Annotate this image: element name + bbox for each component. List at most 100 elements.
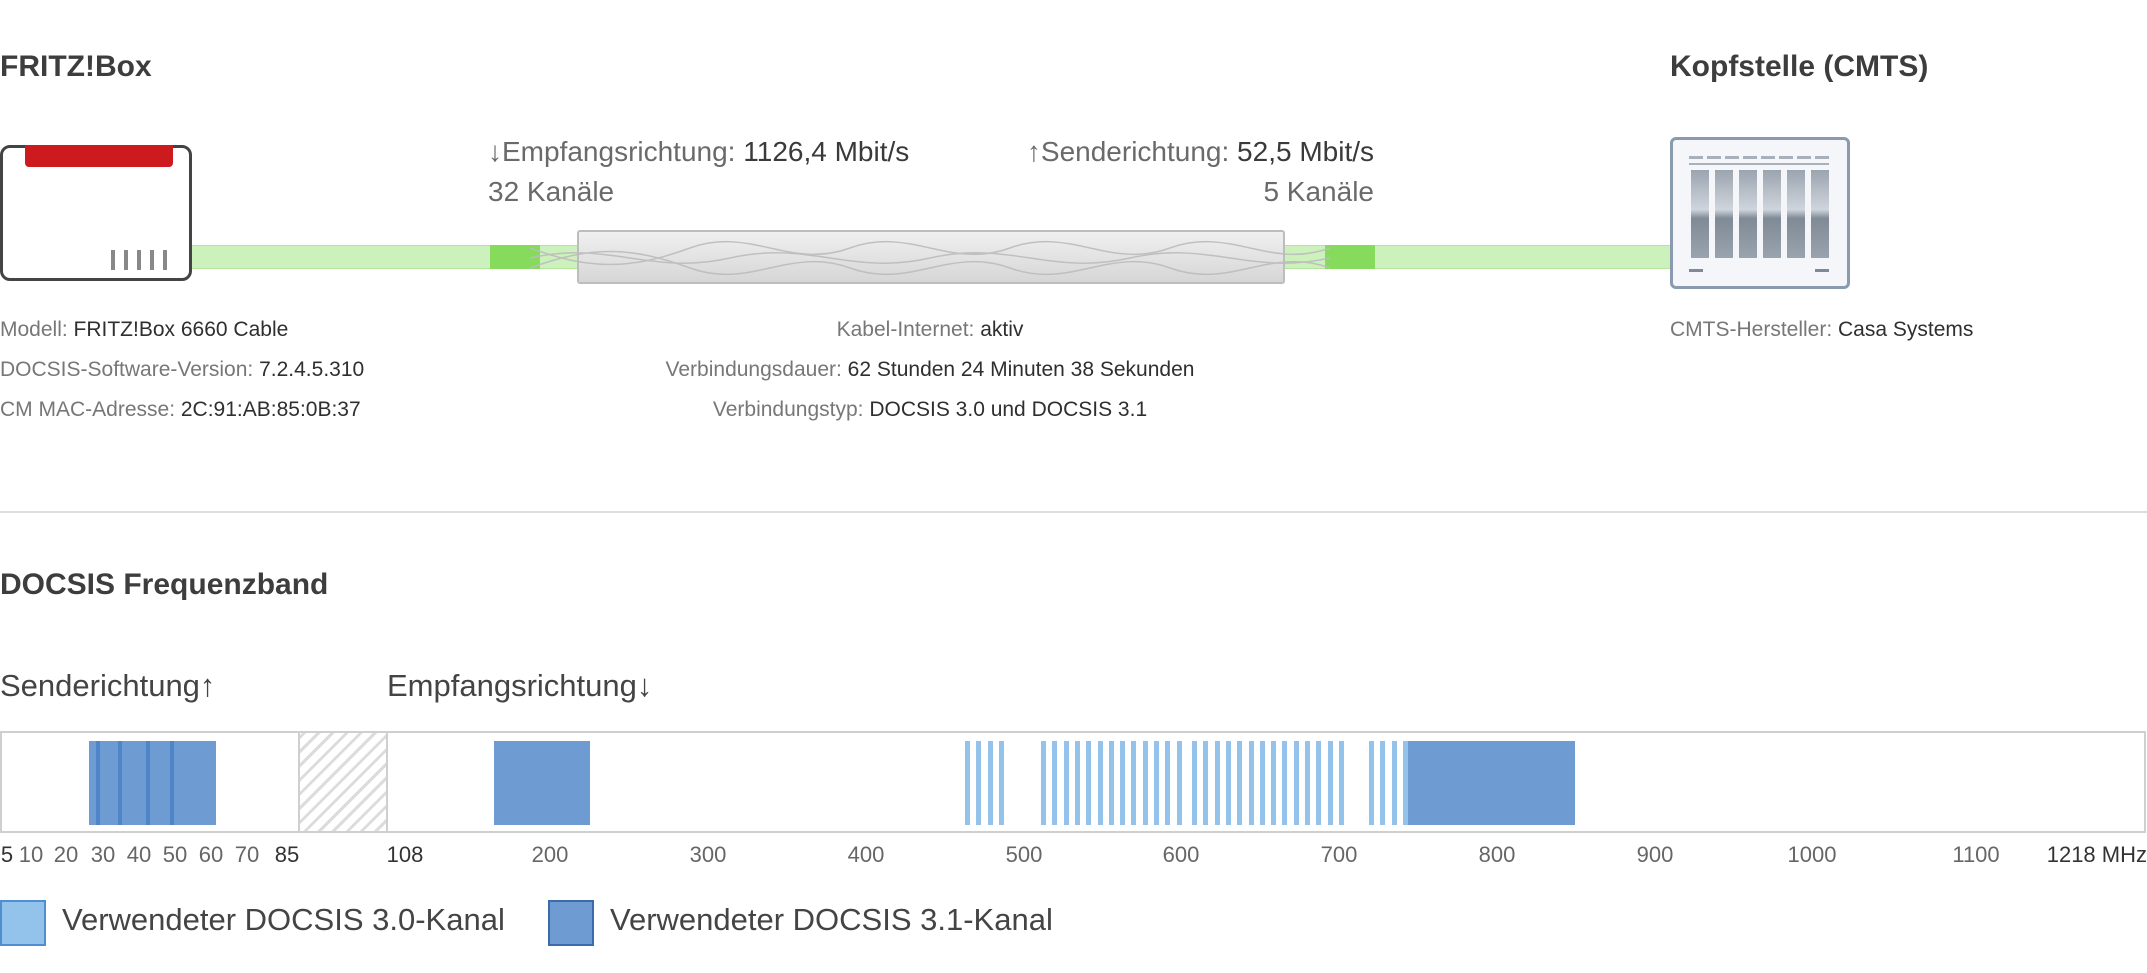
mac-label: CM MAC-Adresse: [0, 398, 181, 421]
fritzbox-model: Modell: FRITZ!Box 6660 Cable [0, 318, 288, 342]
legend-docsis31-label: Verwendeter DOCSIS 3.1-Kanal [610, 902, 1053, 937]
model-value: FRITZ!Box 6660 Cable [73, 318, 289, 341]
fritzbox-led-icon [124, 250, 128, 270]
recv-tick-label: 900 [1636, 842, 1674, 867]
downstream-channels: 32 Kanäle [488, 176, 615, 207]
downstream-docsis30-channel [1052, 741, 1058, 825]
send-tick-label: 60 [198, 842, 224, 867]
fritzbox-sw-version: DOCSIS-Software-Version: 7.2.4.5.310 [0, 358, 364, 382]
downstream-label: ↓Empfangsrichtung: [488, 136, 744, 167]
fritzbox-led-icon [137, 250, 141, 270]
recv-tick-label: 700 [1320, 842, 1358, 867]
downstream-docsis30-channel [1338, 741, 1344, 825]
downstream-docsis30-channel [1120, 741, 1126, 825]
downstream-docsis30-channel [1237, 741, 1243, 825]
cmts-vendor: CMTS-Hersteller: Casa Systems [1670, 318, 1973, 342]
downstream-docsis30-channel [1248, 741, 1254, 825]
send-tick-label: 70 [234, 842, 260, 867]
fritzbox-led-icon [150, 250, 154, 270]
type-value: DOCSIS 3.0 und DOCSIS 3.1 [869, 398, 1148, 421]
downstream-docsis30-channel [1063, 741, 1069, 825]
recv-tick-label: 1218 MHz [2046, 842, 2147, 867]
send-tick-label: 30 [90, 842, 116, 867]
downstream-docsis30-channel [1380, 741, 1386, 825]
type-label: Verbindungstyp: [712, 398, 870, 421]
connection-duration: Verbindungsdauer: 62 Stunden 24 Minuten … [530, 358, 1330, 382]
connection-type: Verbindungstyp: DOCSIS 3.0 und DOCSIS 3.… [530, 398, 1330, 422]
send-tick-label: 85 [274, 842, 300, 867]
send-tick-label: 50 [162, 842, 188, 867]
channel-bundle-lines [530, 240, 1330, 276]
upstream-channels: 5 Kanäle [1263, 176, 1374, 207]
mac-value: 2C:91:AB:85:0B:37 [180, 398, 361, 421]
downstream-docsis30-channel [1203, 741, 1209, 825]
recv-tick-label: 500 [1005, 842, 1043, 867]
downstream-docsis31-block [1403, 741, 1575, 825]
upstream-rate: ↑Senderichtung: 52,5 Mbit/s [1027, 136, 1374, 168]
downstream-docsis30-channel [1097, 741, 1103, 825]
cmts-title: Kopfstelle (CMTS) [1670, 50, 1929, 83]
downstream-docsis30-channel [1282, 741, 1288, 825]
downstream-docsis30-channel [976, 741, 982, 825]
recv-tick-label: 800 [1478, 842, 1516, 867]
send-tick-label: 20 [53, 842, 79, 867]
downstream-rate: ↓Empfangsrichtung: 1126,4 Mbit/s [488, 136, 909, 168]
downstream-docsis30-channel [1041, 741, 1046, 825]
band-send-label: Senderichtung↑ [0, 668, 216, 703]
upstream-channel-bar [96, 741, 100, 825]
downstream-docsis30-channel [998, 741, 1004, 825]
downstream-docsis30-channel [1305, 741, 1310, 825]
recv-tick-label: 400 [847, 842, 885, 867]
fritzbox-led-icon [111, 250, 115, 270]
duration-label: Verbindungsdauer: [665, 358, 848, 381]
downstream-docsis30-channel [1293, 741, 1299, 825]
vendor-value: Casa Systems [1838, 318, 1974, 341]
upstream-channel-bar [170, 741, 174, 825]
recv-tick-label: 1000 [1787, 842, 1837, 867]
upstream-label: ↑Senderichtung: [1026, 136, 1238, 167]
legend-docsis31-swatch [548, 900, 594, 946]
upstream-channel-bar [146, 741, 150, 825]
upstream-docsis31-block [89, 741, 216, 825]
sw-value: 7.2.4.5.310 [259, 358, 365, 381]
legend-docsis30-swatch [0, 900, 46, 946]
upstream-channel-bar [118, 741, 122, 825]
downstream-docsis31-block [494, 741, 590, 825]
downstream-docsis30-channel [1142, 741, 1148, 825]
recv-tick-label: 108 [386, 842, 424, 867]
downstream-rate-value: 1126,4 Mbit/s [743, 136, 910, 167]
send-tick-label: 40 [126, 842, 152, 867]
cable-label: Kabel-Internet: [836, 318, 981, 341]
send-tick-label: 5 [0, 842, 14, 867]
duration-value: 62 Stunden 24 Minuten 38 Sekunden [847, 358, 1195, 381]
downstream-docsis30-channel [1176, 741, 1182, 825]
band-downstream-area [386, 731, 2146, 833]
recv-tick-label: 200 [531, 842, 569, 867]
band-title: DOCSIS Frequenzband [0, 568, 329, 601]
downstream-docsis30-channel [1327, 741, 1333, 825]
cable-connector-right [1325, 245, 1375, 269]
downstream-docsis30-channel [1165, 741, 1171, 825]
downstream-docsis30-channel [1316, 741, 1322, 825]
fritzbox-led-icon [163, 250, 167, 270]
downstream-docsis30-channel [1086, 741, 1092, 825]
band-guard-hatch [300, 731, 388, 833]
fritzbox-title: FRITZ!Box [0, 50, 152, 83]
downstream-docsis30-channel [1154, 741, 1159, 825]
sw-label: DOCSIS-Software-Version: [0, 358, 260, 381]
cmts-rack-icon [1689, 156, 1829, 272]
downstream-docsis30-channel [965, 741, 970, 825]
fritzbox-mac: CM MAC-Adresse: 2C:91:AB:85:0B:37 [0, 398, 361, 422]
legend-docsis30-label: Verwendeter DOCSIS 3.0-Kanal [62, 902, 505, 937]
downstream-docsis30-channel [1131, 741, 1137, 825]
downstream-docsis30-channel [1271, 741, 1277, 825]
downstream-docsis30-channel [1214, 741, 1220, 825]
cmts-device-icon [1670, 137, 1850, 289]
cable-internet-status: Kabel-Internet: aktiv [530, 318, 1330, 342]
downstream-docsis30-channel [1369, 741, 1374, 825]
downstream-docsis30-channel [987, 741, 993, 825]
upstream-rate-value: 52,5 Mbit/s [1237, 136, 1374, 167]
downstream-docsis30-channel [1108, 741, 1114, 825]
send-tick-label: 10 [18, 842, 44, 867]
channel-bundle [577, 230, 1285, 284]
